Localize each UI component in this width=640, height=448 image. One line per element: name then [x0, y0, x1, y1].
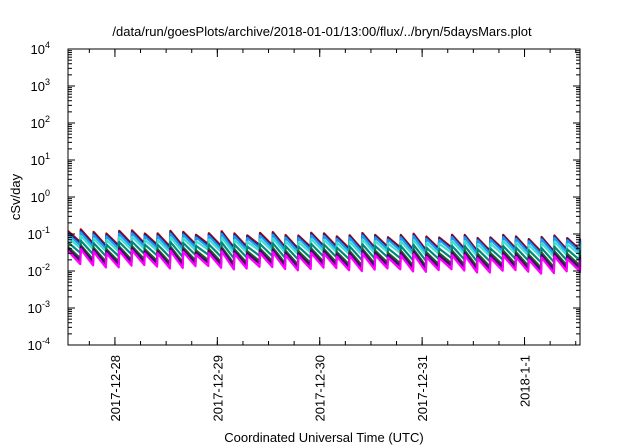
series-layer — [67, 228, 582, 275]
x-tick-label: 2017-12-29 — [210, 355, 225, 422]
y-tick-exponent: -1 — [42, 225, 50, 235]
y-tick-exponent: -4 — [42, 336, 50, 346]
y-tick-exponent: -3 — [42, 299, 50, 309]
y-tick-label: 100 — [31, 188, 50, 205]
x-axis-label: Coordinated Universal Time (UTC) — [224, 430, 423, 445]
y-tick-exponent: 0 — [45, 188, 50, 198]
y-tick-label: 103 — [31, 77, 50, 94]
x-axis-ticks: 2017-12-28 2017-12-29 2017-12-30 2017-12-31… — [88, 49, 577, 422]
y-tick-label: 101 — [31, 151, 50, 168]
y-tick-exponent: 3 — [45, 77, 50, 87]
chart-title: /data/run/goesPlots/archive/2018-01-01/1… — [112, 24, 532, 39]
x-tick-label: 2017-12-31 — [415, 355, 430, 422]
y-tick-label: 10-4 — [28, 336, 50, 353]
x-tick-label: 2017-12-28 — [108, 355, 123, 422]
y-tick-label: 102 — [31, 114, 50, 131]
y-tick-label: 10-3 — [28, 299, 50, 316]
x-tick-label: 2017-12-30 — [313, 355, 328, 422]
y-tick-exponent: 2 — [45, 114, 50, 124]
y-tick-label: 104 — [31, 40, 50, 57]
y-tick-label: 10-1 — [28, 225, 50, 242]
plot-frame — [67, 48, 581, 346]
y-tick-exponent: 1 — [45, 151, 50, 161]
y-tick-exponent: -2 — [42, 262, 50, 272]
y-tick-exponent: 4 — [45, 40, 50, 50]
y-tick-label: 10-2 — [28, 262, 50, 279]
series-line — [67, 248, 582, 275]
x-tick-label: 2018-1-1 — [518, 355, 533, 407]
y-axis-label: cSv/day — [8, 173, 23, 220]
